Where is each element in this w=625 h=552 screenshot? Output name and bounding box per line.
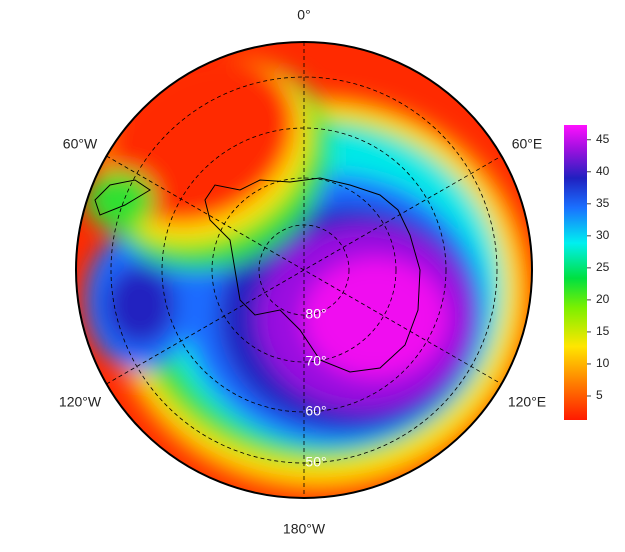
colorbar-tick-label: 35 [596,196,610,210]
meridian-label: 120°E [508,394,546,410]
colorbar-tick-label: 20 [596,292,610,306]
latitude-label: 60° [305,403,326,419]
colorbar-tick-label: 25 [596,260,610,274]
graticule [106,42,502,498]
map-border [75,41,533,499]
meridian-label: 120°W [59,394,102,410]
latitude-label: 80° [305,306,326,322]
latitude-label: 50° [305,454,326,470]
meridian-label: 60°W [63,136,98,152]
colorbar-tick-label: 15 [596,324,610,338]
field [76,42,532,498]
meridian-label: 180°W [283,521,326,537]
colorbar-tick-label: 40 [596,164,610,178]
colorbar-tick-label: 10 [596,356,610,370]
colorbar-tick-label: 30 [596,228,610,242]
colorbar-tick-label: 45 [596,132,610,146]
meridian-label: 60°E [512,136,543,152]
meridian-label: 0° [297,7,310,23]
colorbar-tick-label: 5 [596,388,603,402]
coastline [94,177,421,373]
latitude-label: 70° [305,353,326,369]
colorbar [564,125,587,420]
